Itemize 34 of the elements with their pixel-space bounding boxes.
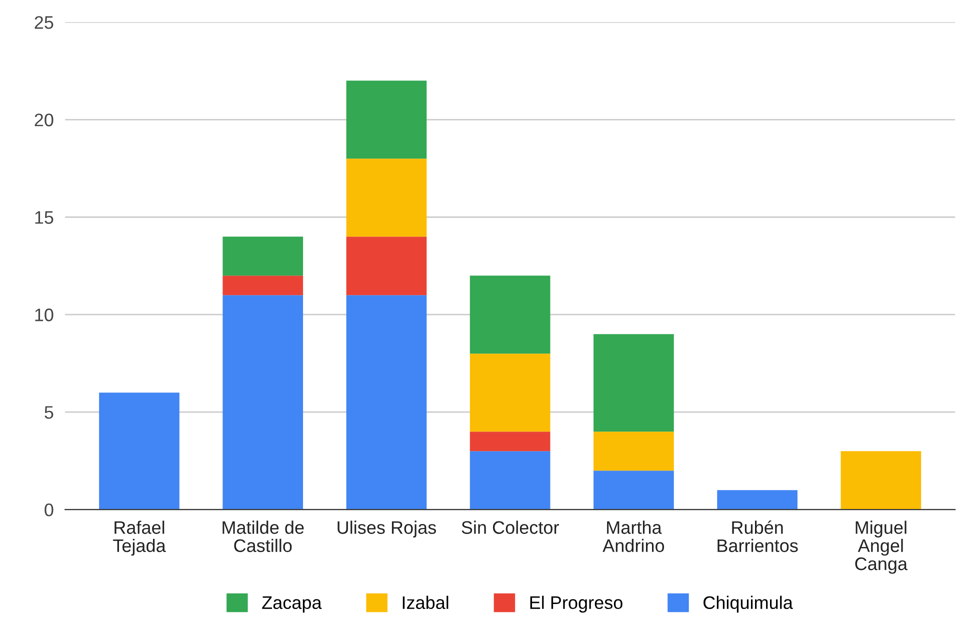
y-tick-label: 25 <box>34 16 54 29</box>
legend-label: El Progreso <box>530 596 622 613</box>
bar <box>222 295 304 510</box>
bar <box>99 392 180 510</box>
bar <box>470 451 550 510</box>
x-tick-label: Sin Colector <box>462 520 559 534</box>
legend-label: Izabal <box>402 596 448 610</box>
bar <box>594 470 674 510</box>
y-tick-label: 5 <box>44 406 54 419</box>
x-tick-label: Miguel Angel Canga <box>855 520 908 574</box>
bar <box>346 295 427 510</box>
bar <box>594 334 674 432</box>
x-tick-label: Martha Andrino <box>602 520 664 552</box>
bar <box>222 236 304 276</box>
bar <box>717 490 798 510</box>
legend-label: Zacapa <box>262 596 322 613</box>
y-tick-label: 0 <box>44 504 54 516</box>
bar <box>470 354 550 432</box>
x-tick-label: Matilde de Castillo <box>222 520 304 552</box>
bar <box>470 276 550 354</box>
x-tick-label: Ulises Rojas <box>338 520 436 538</box>
bar <box>346 236 427 296</box>
x-tick-label: Rafael Tejada <box>113 520 166 556</box>
y-tick-label: 20 <box>34 114 54 126</box>
y-tick-label: 15 <box>35 211 54 224</box>
bar <box>840 451 922 510</box>
y-tick-label: 10 <box>35 308 54 322</box>
bar <box>222 276 304 296</box>
bar <box>594 432 674 471</box>
bar <box>470 432 550 452</box>
bar <box>346 80 427 159</box>
legend-label: Chiquimula <box>704 596 793 613</box>
bar <box>346 158 427 237</box>
x-tick-label: Rubén Barrientos <box>718 520 798 552</box>
